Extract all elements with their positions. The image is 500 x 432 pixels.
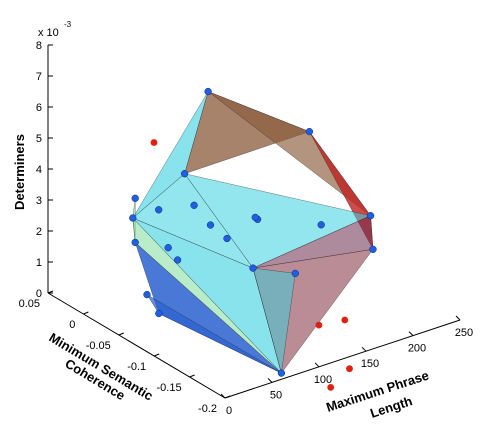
y-tick-mark <box>154 353 160 357</box>
data-point <box>190 201 198 209</box>
x-tick-label: 50 <box>270 389 282 401</box>
scatter-points-group <box>129 87 377 391</box>
x-tick-mark <box>314 362 320 368</box>
y-tick-mark <box>83 311 89 315</box>
z-tick-label: 8 <box>36 40 42 52</box>
y-tick-label: -0.2 <box>198 403 217 415</box>
z-tick-label: 7 <box>36 71 42 83</box>
y-tick-label: -0.1 <box>127 361 146 373</box>
x-tick-mark <box>408 331 414 336</box>
data-point <box>129 214 137 222</box>
outlier-point <box>327 384 335 391</box>
convex-hull-group <box>132 91 374 374</box>
x-tick-mark <box>267 378 273 383</box>
z-exponent-power: -3 <box>64 20 72 29</box>
y-tick-mark <box>118 332 124 336</box>
z-tick-label: 4 <box>36 164 42 176</box>
data-point <box>206 221 215 229</box>
data-point <box>291 269 299 278</box>
x-tick-mark <box>361 346 367 352</box>
z-tick-label: 5 <box>36 133 42 145</box>
x-axis-line <box>224 319 461 399</box>
hull-face <box>252 267 296 374</box>
z-exponent-base: x 10 <box>38 27 59 39</box>
data-point <box>369 245 377 253</box>
data-point <box>249 264 257 272</box>
y-tick-label: 0 <box>69 319 75 331</box>
data-point <box>204 87 212 96</box>
z-axis-title: Determiners <box>12 134 27 210</box>
z-tick-label: 6 <box>36 102 42 114</box>
data-point <box>131 194 139 202</box>
z-tick-label: 2 <box>36 226 42 238</box>
x-tick-label: 250 <box>455 327 473 339</box>
data-point <box>317 221 325 229</box>
y-axis-line <box>47 292 226 399</box>
x-tick-label: 100 <box>314 374 332 386</box>
z-tick-label: 0 <box>36 288 42 300</box>
data-point <box>180 170 189 178</box>
outlier-point <box>315 321 323 329</box>
data-point <box>223 234 231 243</box>
data-point <box>173 256 182 264</box>
y-tick-mark <box>224 395 231 399</box>
data-point <box>155 309 163 318</box>
data-point <box>164 244 172 252</box>
y-tick-label: -0.15 <box>157 382 182 394</box>
data-point <box>155 206 163 214</box>
y-tick-label: -0.05 <box>86 340 111 352</box>
data-point <box>131 238 139 247</box>
x-tick-label: 200 <box>408 343 426 355</box>
x-tick-mark <box>220 393 226 399</box>
data-point <box>305 127 314 136</box>
data-point <box>143 290 151 299</box>
x-tick-label: 150 <box>361 358 379 370</box>
data-point <box>251 213 259 222</box>
z-tick-label: 1 <box>36 257 42 269</box>
outlier-point <box>341 316 349 324</box>
outlier-point <box>150 139 158 146</box>
x-tick-label: 0 <box>226 405 232 417</box>
hull-face <box>146 294 282 374</box>
y-tick-label: 0.05 <box>19 298 40 310</box>
y-tick-mark <box>189 374 195 378</box>
z-tick-label: 3 <box>36 195 42 207</box>
data-point <box>366 212 375 220</box>
data-point <box>277 369 286 377</box>
y-tick-mark <box>47 290 54 294</box>
x-tick-mark <box>455 315 461 321</box>
outlier-point <box>346 365 353 373</box>
